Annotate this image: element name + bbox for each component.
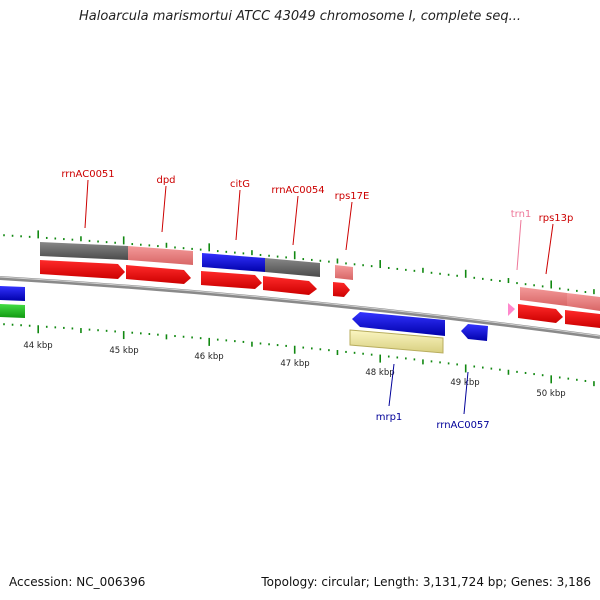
gene-bar[interactable] xyxy=(265,258,320,277)
gene-bar[interactable] xyxy=(567,293,600,311)
gene-arrow[interactable] xyxy=(518,304,563,323)
gene-arrow[interactable] xyxy=(126,265,191,284)
scale-label: 45 kbp xyxy=(109,346,138,356)
scale-label: 48 kbp xyxy=(365,368,394,378)
gene-label-leader xyxy=(235,189,241,241)
scale-label: 47 kbp xyxy=(280,359,309,369)
scale-labels: 44 kbp 45 kbp 46 kbp 47 kbp 48 kbp 49 kb… xyxy=(23,341,565,399)
gene-arrow[interactable] xyxy=(333,282,350,297)
gene-label-leader xyxy=(345,201,353,251)
gene-arrow[interactable] xyxy=(352,312,445,336)
gene-bar[interactable] xyxy=(520,287,567,306)
scale-label: 49 kbp xyxy=(450,378,479,388)
gene-bar[interactable] xyxy=(40,242,128,260)
gene-label-leader xyxy=(292,195,299,246)
scale-label: 46 kbp xyxy=(194,352,223,362)
gene-label-rrnAC0051[interactable]: rrnAC0051 xyxy=(61,169,114,180)
gene-bar[interactable] xyxy=(335,265,353,280)
feature-track-upper xyxy=(40,242,600,311)
outer-tick-track xyxy=(3,230,595,295)
reverse-gene-labels: mrp1 rrnAC0057 xyxy=(376,363,490,431)
gene-label-rps17E[interactable]: rps17E xyxy=(335,191,370,202)
gene-label-dpd[interactable]: dpd xyxy=(156,175,175,186)
gene-label-rrnAC0054[interactable]: rrnAC0054 xyxy=(271,185,324,196)
gene-label-leader xyxy=(161,185,167,233)
gene-bar[interactable] xyxy=(349,329,444,354)
gene-arrow[interactable] xyxy=(461,324,488,341)
gene-label-leader xyxy=(516,219,522,271)
gene-arrow[interactable] xyxy=(508,303,515,316)
gene-label-leader xyxy=(388,363,395,407)
gene-label-rps13p[interactable]: rps13p xyxy=(539,213,574,224)
scale-label: 44 kbp xyxy=(23,341,52,351)
inner-tick-track xyxy=(3,323,595,387)
scale-label: 50 kbp xyxy=(536,389,565,399)
genome-summary-text: Topology: circular; Length: 3,131,724 bp… xyxy=(261,575,591,589)
gene-arrow[interactable] xyxy=(201,271,262,289)
gene-label-trn1[interactable]: trn1 xyxy=(511,209,532,220)
gene-bar[interactable] xyxy=(128,246,193,265)
gene-label-leader xyxy=(545,223,554,275)
gene-bar[interactable] xyxy=(0,286,25,301)
map-title: Haloarcula marismortui ATCC 43049 chromo… xyxy=(79,9,521,24)
gene-label-rrnAC0057[interactable]: rrnAC0057 xyxy=(436,420,489,431)
gene-arrow[interactable] xyxy=(565,310,600,328)
gene-arrow[interactable] xyxy=(40,260,125,279)
forward-gene-labels: rrnAC0051 dpd citG rrnAC0054 rps17E trn1… xyxy=(61,169,574,275)
genome-backbone xyxy=(0,276,600,339)
feature-track-forward xyxy=(40,260,600,328)
accession-text: Accession: NC_006396 xyxy=(9,575,146,589)
gene-label-leader xyxy=(463,371,469,415)
gene-bar[interactable] xyxy=(202,253,265,272)
gene-arrow[interactable] xyxy=(263,276,317,295)
gene-label-citG[interactable]: citG xyxy=(230,179,250,190)
feature-track-left-edge xyxy=(0,286,25,318)
gene-label-mrp1[interactable]: mrp1 xyxy=(376,412,403,423)
gene-bar[interactable] xyxy=(0,304,25,318)
feature-track-reverse xyxy=(349,312,488,354)
gene-label-leader xyxy=(84,179,89,229)
